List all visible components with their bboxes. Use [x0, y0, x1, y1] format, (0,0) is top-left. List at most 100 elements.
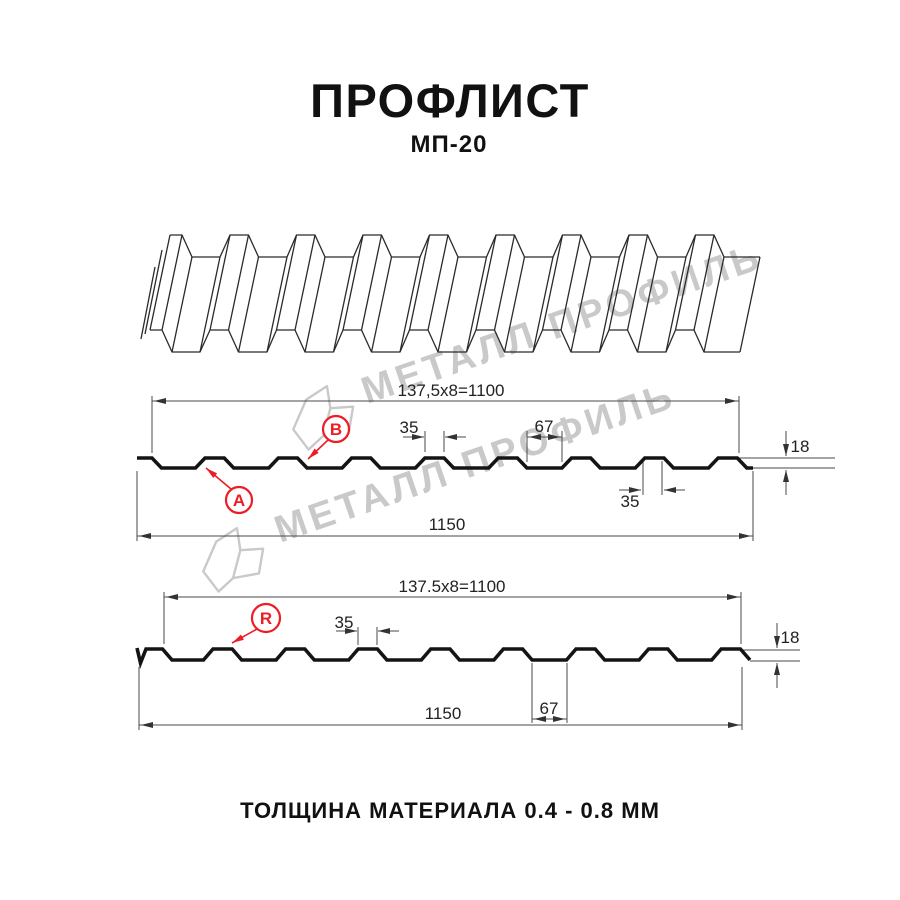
dim-working-width-upper: 137,5x8=1100 [151, 381, 740, 453]
callout-b: B [307, 414, 351, 460]
sheet-3d-edge [199, 256, 221, 353]
watermark-lower: МЕТАЛЛ ПРОФИЛЬ [202, 375, 681, 593]
callout-circle [224, 485, 254, 515]
sheet-3d-edge [144, 249, 163, 335]
sheet-3d-face [150, 235, 760, 352]
sheet-3d-edge [237, 256, 260, 353]
dim-rib-top-lower: 35 [335, 613, 399, 645]
leader-arrow [231, 628, 258, 644]
dim-rib-top-upper-2: 35 [619, 461, 685, 511]
sheet-3d-edge [149, 234, 171, 331]
sheet-3d-edge [227, 234, 250, 331]
reference-lines [740, 649, 800, 662]
dim-label: 35 [335, 613, 354, 632]
profile-outline-upper [137, 456, 753, 470]
leader-arrow [205, 467, 232, 490]
sheet-3d-edge [665, 256, 687, 353]
dim-label: 35 [400, 418, 419, 437]
dim-label: 35 [621, 492, 640, 511]
sheet-3d-edge [360, 234, 383, 331]
sheet-3d-edge [275, 234, 298, 331]
sheet-3d-fill [150, 235, 760, 352]
sheet-3d-edge [150, 329, 740, 353]
metal-profile-logo-icon [202, 526, 265, 593]
dim-valley-upper: 67 [526, 417, 563, 462]
extension-lines [357, 627, 378, 645]
sheet-3d-edge [739, 256, 761, 353]
dim-label: 137.5x8=1100 [399, 577, 506, 596]
dim-label: 18 [781, 628, 800, 647]
extension-lines [526, 431, 563, 462]
dim-label: 67 [540, 699, 559, 718]
extension-lines [151, 396, 740, 453]
dim-label: 1150 [425, 704, 462, 723]
dim-height-upper: 18 [737, 431, 835, 495]
sheet-3d-edge [332, 256, 355, 353]
sheet-3d-edge [532, 256, 554, 353]
sheet-3d-edge [560, 234, 582, 331]
sheet-3d-edge [342, 234, 364, 331]
reference-lines [737, 457, 835, 469]
sheet-3d-edge [493, 234, 516, 331]
side-b-label: B [330, 420, 342, 439]
sheet-3d-edge [170, 234, 760, 258]
sheet-3d-drawing [140, 234, 761, 353]
cross-section-lower: 137.5x8=1100 35 67 18 [135, 577, 800, 730]
dim-valley-lower: 67 [531, 663, 568, 723]
sheet-3d-edge [161, 234, 183, 331]
extension-lines [138, 667, 743, 730]
dim-label: 1150 [429, 515, 466, 534]
sheet-3d-edge [370, 256, 393, 353]
dim-label: 18 [791, 437, 810, 456]
sheet-3d-edge [399, 256, 421, 353]
cross-section-upper: 137,5x8=1100 35 67 35 [136, 381, 835, 541]
sheet-3d-edge [570, 256, 592, 353]
sheet-3d-edge [304, 256, 326, 353]
material-thickness-note: ТОЛЩИНА МАТЕРИАЛА 0.4 - 0.8 ММ [240, 798, 660, 823]
side-a-label: A [233, 491, 245, 510]
sheet-3d-edge [475, 234, 497, 331]
dim-rib-top-upper: 35 [400, 418, 466, 452]
extension-lines [136, 471, 754, 541]
sheet-3d-edge [294, 234, 316, 331]
page-title: ПРОФЛИСТ [310, 74, 590, 127]
sheet-3d-edge [674, 234, 697, 331]
sheet-3d-edge [437, 256, 459, 353]
sheet-3d-edge [503, 256, 526, 353]
dim-total-width-upper: 1150 [136, 471, 754, 541]
sheet-3d-edge [140, 266, 156, 340]
sheet-3d-edge [427, 234, 449, 331]
dim-total-width-lower: 1150 [138, 667, 743, 730]
sheet-3d-edge [171, 256, 193, 353]
sheet-3d-edge [266, 256, 288, 353]
sheet-3d-edge [541, 234, 564, 331]
sheet-3d-edge [608, 234, 630, 331]
callout-a: A [205, 467, 254, 515]
profile-outline-lower [135, 647, 752, 670]
dim-label: 137,5x8=1100 [398, 381, 505, 400]
title-block: ПРОФЛИСТ МП-20 [310, 74, 590, 158]
sheet-3d-edge [408, 234, 431, 331]
dim-working-width-lower: 137.5x8=1100 [163, 577, 742, 644]
profile-model-subtitle: МП-20 [411, 131, 488, 158]
callout-circle [250, 602, 282, 634]
leader-arrow [307, 439, 329, 460]
extension-lines [531, 663, 568, 723]
metal-profile-logo-icon [292, 384, 355, 451]
sheet-3d-edge [693, 234, 715, 331]
sheet-3d-edge [598, 256, 621, 353]
extension-lines [642, 461, 663, 495]
sheet-3d-edge [636, 256, 659, 353]
dim-label: 67 [535, 417, 554, 436]
sheet-3d-edge [209, 234, 231, 331]
extension-lines [163, 592, 742, 644]
sheet-3d-edge [703, 256, 725, 353]
sheet-3d-edge [626, 234, 649, 331]
side-r-label: R [260, 609, 272, 628]
callout-circle [321, 414, 351, 444]
sheet-3d-edge [465, 256, 488, 353]
extension-lines [424, 431, 445, 452]
dim-height-lower: 18 [740, 623, 800, 688]
